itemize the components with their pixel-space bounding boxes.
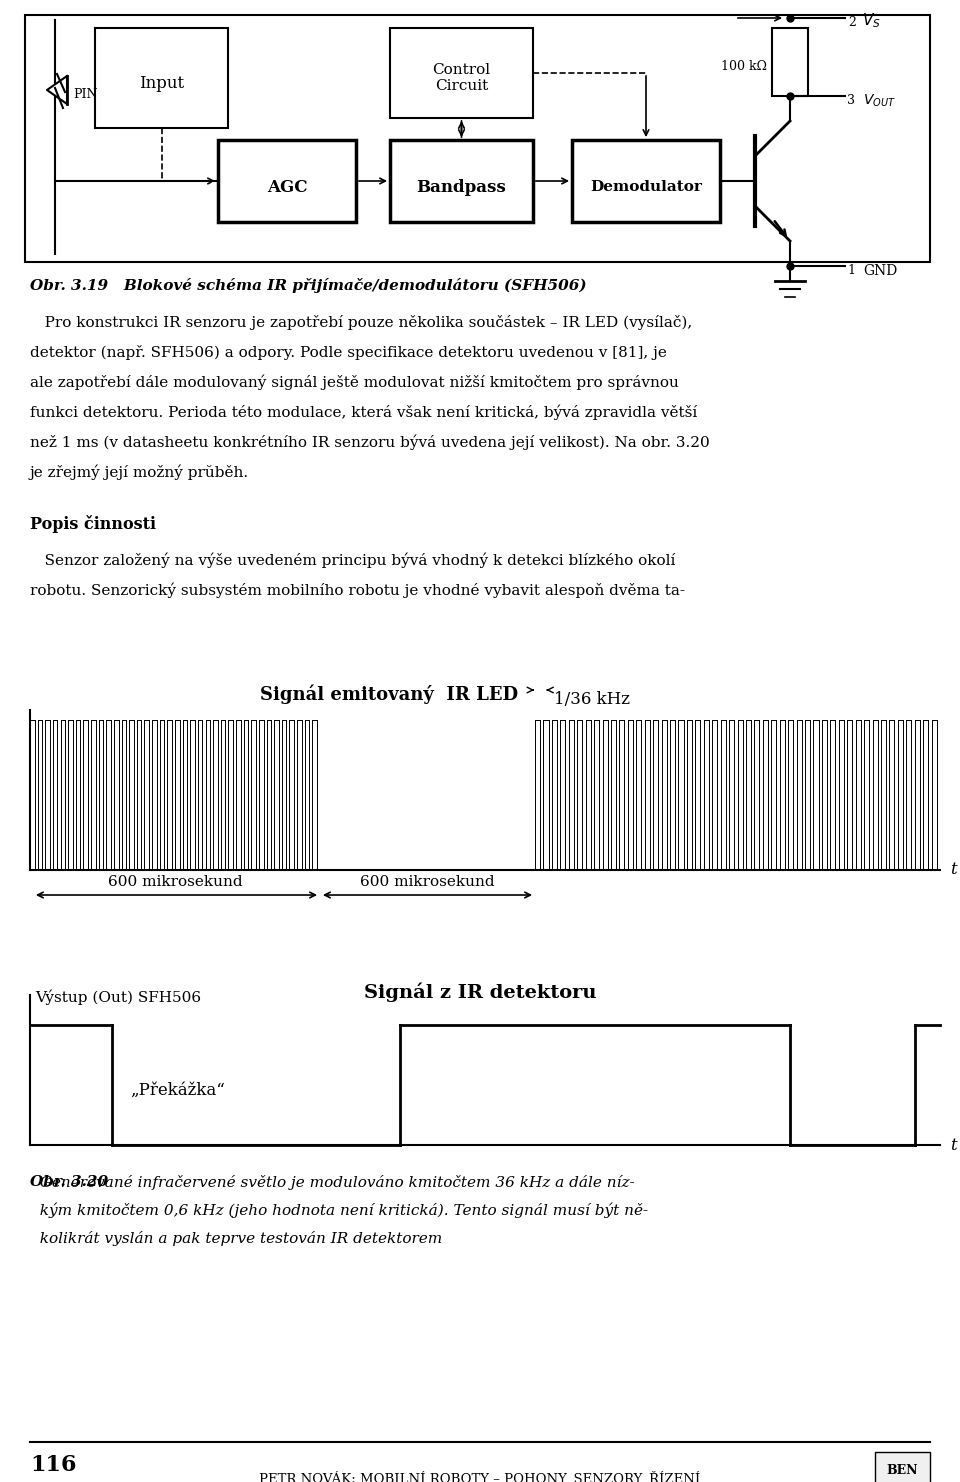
Text: Signál z IR detektoru: Signál z IR detektoru: [364, 983, 596, 1002]
Text: Pro konstrukci IR senzoru je zapotřebí pouze několika součástek – IR LED (vysíla: Pro konstrukci IR senzoru je zapotřebí p…: [30, 316, 692, 330]
Text: Control
Circuit: Control Circuit: [432, 62, 491, 93]
Text: PIN: PIN: [73, 89, 98, 101]
Polygon shape: [47, 76, 67, 104]
Text: robotu. Senzorický subsystém mobilního robotu je vhodné vybavit alespoň dvěma ta: robotu. Senzorický subsystém mobilního r…: [30, 582, 685, 599]
Bar: [390, 139, 533, 222]
Text: „Překážka“: „Překážka“: [130, 1082, 225, 1098]
Text: 3: 3: [847, 95, 855, 108]
Text: PETR NOVÁK: MOBILNÍ ROBOTY – POHONY, SENZORY, ŘÍZENÍ: PETR NOVÁK: MOBILNÍ ROBOTY – POHONY, SEN…: [259, 1472, 701, 1482]
Text: 1: 1: [847, 264, 855, 277]
Text: 1/36 kHz: 1/36 kHz: [554, 692, 630, 708]
Text: ale zapotřebí dále modulovaný signál ještě modulovat nižší kmitočtem pro správno: ale zapotřebí dále modulovaný signál ješ…: [30, 375, 679, 390]
Text: Demodulator: Demodulator: [590, 179, 702, 194]
Text: 2: 2: [848, 16, 856, 30]
Text: než 1 ms (v datasheetu konkrétního IR senzoru bývá uvedena její velikost). Na ob: než 1 ms (v datasheetu konkrétního IR se…: [30, 436, 709, 451]
Text: Senzor založený na výše uvedeném principu bývá vhodný k detekci blízkého okolí: Senzor založený na výše uvedeném princip…: [30, 553, 676, 569]
Text: je zřejmý její možný prŭběh.: je zřejmý její možný prŭběh.: [30, 465, 250, 480]
Bar: [875, 1452, 930, 1482]
Text: GND: GND: [863, 264, 898, 279]
Text: 116: 116: [30, 1454, 77, 1476]
Text: 600 mikrosekund: 600 mikrosekund: [360, 874, 494, 889]
Text: Výstup (Out) SFH506: Výstup (Out) SFH506: [35, 990, 202, 1005]
Text: $V_S$: $V_S$: [862, 12, 881, 30]
Text: Signál emitovaný  IR LED: Signál emitovaný IR LED: [260, 685, 518, 704]
Text: AGC: AGC: [267, 178, 307, 196]
Bar: [95, 28, 228, 127]
Text: Obr. 3.20: Obr. 3.20: [30, 1175, 108, 1189]
Text: 100 kΩ: 100 kΩ: [721, 61, 767, 74]
Bar: [218, 139, 356, 222]
Text: Generované infračervené světlo je modulováno kmitočtem 36 kHz a dále níz-: Generované infračervené světlo je modulo…: [30, 1175, 635, 1190]
Text: $V_{OUT}$: $V_{OUT}$: [863, 93, 896, 110]
Bar: [390, 28, 533, 119]
Text: kým kmitočtem 0,6 kHz (jeho hodnota není kritická). Tento signál musí být ně-: kým kmitočtem 0,6 kHz (jeho hodnota není…: [30, 1203, 648, 1218]
Bar: [772, 28, 808, 96]
Text: Bandpass: Bandpass: [417, 178, 506, 196]
Text: funkci detektoru. Perioda této modulace, která však není kritická, bývá zpravidl: funkci detektoru. Perioda této modulace,…: [30, 405, 697, 421]
Text: Popis činnosti: Popis činnosti: [30, 516, 156, 534]
Text: Input: Input: [139, 76, 184, 92]
Text: detektor (např. SFH506) a odpory. Podle specifikace detektoru uvedenou v [81], j: detektor (např. SFH506) a odpory. Podle …: [30, 345, 667, 360]
Text: kolikrát vyslán a pak teprve testován IR detektorem: kolikrát vyslán a pak teprve testován IR…: [30, 1232, 443, 1246]
Text: t: t: [950, 861, 956, 879]
Text: Obr. 3.19   Blokové schéma IR přijímače/demodulátoru (SFH506): Obr. 3.19 Blokové schéma IR přijímače/de…: [30, 279, 587, 293]
Text: t: t: [950, 1137, 956, 1153]
Text: 600 mikrosekund: 600 mikrosekund: [108, 874, 242, 889]
Text: BEN: BEN: [886, 1464, 918, 1476]
Bar: [572, 139, 720, 222]
Bar: [25, 15, 930, 262]
